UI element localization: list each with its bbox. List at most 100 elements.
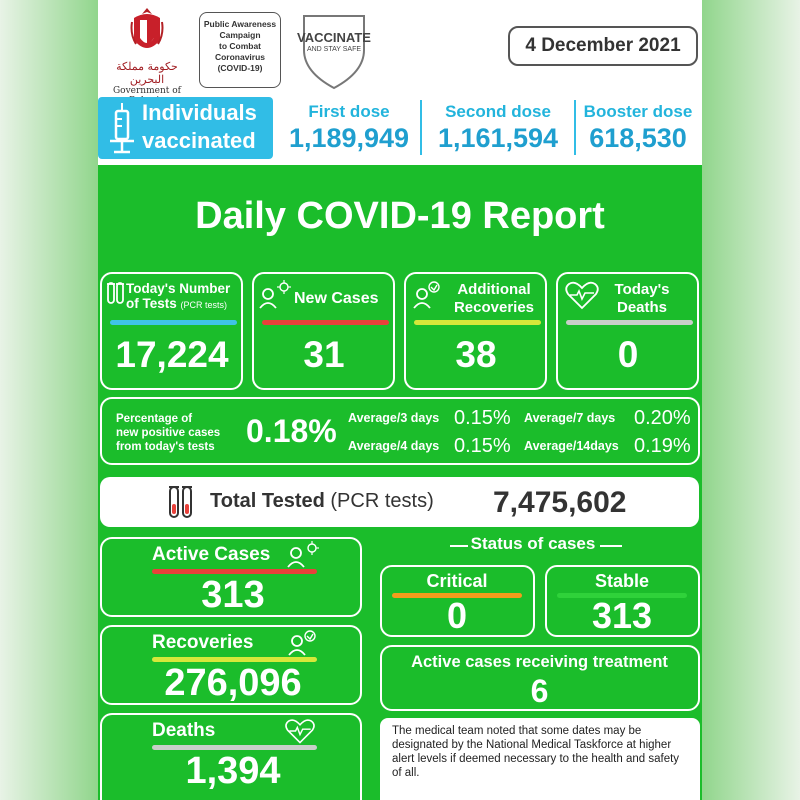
vaccinate-badge: VACCINATE AND STAY SAFE xyxy=(294,10,374,90)
status-divider-left xyxy=(450,545,468,547)
total-recoveries-label: Recoveries xyxy=(152,632,254,653)
campaign-badge: Public Awareness Campaign to Combat Coro… xyxy=(199,12,281,88)
first-dose: First dose 1,189,949 xyxy=(284,102,414,154)
critical-bar xyxy=(392,593,522,598)
recoveries-label-line2: Recoveries xyxy=(453,299,535,316)
total-recoveries-value: 276,096 xyxy=(164,662,302,704)
first-dose-value: 1,189,949 xyxy=(288,123,410,153)
total-deaths-card: Deaths 1,394 xyxy=(100,713,362,800)
total-recoveries-bar xyxy=(152,657,317,662)
treatment-label: Active cases receiving treatment xyxy=(411,653,668,671)
tests-bar xyxy=(110,320,237,325)
shield-icon xyxy=(303,15,365,90)
total-deaths-value: 1,394 xyxy=(185,750,281,792)
dose-divider xyxy=(574,100,576,155)
new-cases-value: 31 xyxy=(303,334,345,375)
percentage-label-line: Percentage of xyxy=(116,413,193,425)
stable-card: Stable 313 xyxy=(545,565,700,637)
campaign-line: Coronavirus xyxy=(214,52,266,62)
average-value: 0.20% xyxy=(634,407,691,429)
booster-dose: Booster dose 618,530 xyxy=(578,102,698,154)
critical-card: Critical 0 xyxy=(380,565,535,637)
dose-divider xyxy=(420,100,422,155)
average-label: Average/14days xyxy=(524,439,619,453)
vaccinate-title: VACCINATE xyxy=(297,30,371,45)
government-arabic-text: حكومة مملكة البحرين xyxy=(116,60,178,86)
recoveries-card: Additional Recoveries 38 xyxy=(404,272,547,390)
status-title: Status of cases xyxy=(470,534,596,553)
percentage-label-line: new positive cases xyxy=(116,427,221,439)
vaccinated-banner: Individuals vaccinated xyxy=(98,97,273,159)
average-value: 0.15% xyxy=(454,407,511,429)
bahrain-emblem-icon xyxy=(130,6,164,58)
percentage-label: Percentage of new positive cases from to… xyxy=(116,412,220,454)
heart-pulse-icon xyxy=(565,281,599,310)
syringe-icon xyxy=(110,103,134,154)
background-left xyxy=(0,0,100,800)
critical-value: 0 xyxy=(446,595,468,636)
average-value: 0.15% xyxy=(454,435,511,457)
recoveries-label-line1: Additional xyxy=(457,281,531,298)
percentage-card: Percentage of new positive cases from to… xyxy=(100,397,700,465)
total-tested-bar: Total Tested (PCR tests) 7,475,602 xyxy=(100,477,699,527)
average-label: Average/7 days xyxy=(524,411,616,425)
status-divider-right xyxy=(600,545,622,547)
test-tubes-icon xyxy=(107,282,124,304)
campaign-line: to Combat xyxy=(218,41,262,51)
stable-value: 313 xyxy=(591,595,653,636)
second-dose: Second dose 1,161,594 xyxy=(428,102,568,154)
percentage-value: 0.18% xyxy=(246,413,337,449)
header: حكومة مملكة البحرين Government of Bahrai… xyxy=(98,0,702,165)
page-title: Daily COVID-19 Report xyxy=(195,195,605,237)
report-date: 4 December 2021 xyxy=(508,26,698,66)
active-cases-bar xyxy=(152,569,317,574)
booster-dose-label: Booster dose xyxy=(583,102,693,121)
average-value: 0.19% xyxy=(634,435,691,457)
active-cases-label: Active Cases xyxy=(152,544,271,565)
tests-card: Today's Number of Tests (PCR tests) 17,2… xyxy=(100,272,243,390)
person-recovery-icon xyxy=(413,281,440,309)
heart-pulse-icon xyxy=(285,719,315,744)
recoveries-label: Additional Recoveries xyxy=(444,281,544,317)
campaign-line: Campaign xyxy=(219,30,261,40)
stable-bar xyxy=(557,593,687,598)
medical-note: The medical team noted that some dates m… xyxy=(380,718,700,800)
tests-label-line1: Today's Number xyxy=(126,281,231,296)
test-tubes-icon xyxy=(169,486,192,518)
average-label: Average/4 days xyxy=(348,439,440,453)
new-cases-bar xyxy=(262,320,389,325)
total-tested-label-light: (PCR tests) xyxy=(330,490,434,512)
treatment-value: 6 xyxy=(530,673,549,709)
second-dose-label: Second dose xyxy=(445,102,551,121)
total-recoveries-card: Recoveries 276,096 xyxy=(100,625,362,705)
deaths-card: Today's Deaths 0 xyxy=(556,272,699,390)
person-recovery-icon xyxy=(288,630,316,656)
active-cases-card: Active Cases 313 xyxy=(100,537,362,617)
campaign-line: (COVID-19) xyxy=(217,63,263,73)
total-deaths-bar xyxy=(152,745,317,750)
treatment-card: Active cases receiving treatment 6 xyxy=(380,645,700,711)
critical-label: Critical xyxy=(426,571,488,591)
deaths-label-line1: Today's xyxy=(614,281,670,298)
second-dose-value: 1,161,594 xyxy=(437,123,559,153)
recoveries-value: 38 xyxy=(455,334,497,375)
new-cases-label: New Cases xyxy=(294,290,379,307)
campaign-line: Public Awareness xyxy=(203,19,277,29)
total-tested-label: Total Tested (PCR tests) xyxy=(210,490,434,513)
total-deaths-label: Deaths xyxy=(152,720,216,741)
tests-value: 17,224 xyxy=(115,334,229,375)
person-virus-icon xyxy=(287,541,319,568)
average-label: Average/3 days xyxy=(348,411,440,425)
vaccinated-label-line2: vaccinated xyxy=(142,128,256,153)
vaccinate-subtitle: AND STAY SAFE xyxy=(306,46,362,53)
total-tested-label-bold: Total Tested xyxy=(210,490,325,512)
report-poster: حكومة مملكة البحرين Government of Bahrai… xyxy=(98,0,702,800)
percentage-label-line: from today's tests xyxy=(116,441,215,453)
first-dose-label: First dose xyxy=(308,102,390,121)
tests-label-small: (PCR tests) xyxy=(180,300,228,310)
background-right xyxy=(700,0,800,800)
person-virus-icon xyxy=(259,280,291,309)
stable-label: Stable xyxy=(594,571,650,591)
total-tested-value: 7,475,602 xyxy=(493,486,627,519)
